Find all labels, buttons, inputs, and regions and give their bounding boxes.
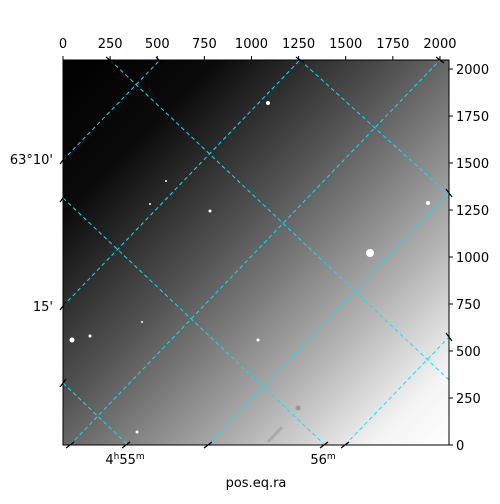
y-tick-label: 250 xyxy=(456,392,481,407)
number: 55 xyxy=(119,453,136,468)
stars xyxy=(69,101,430,434)
y-tick-label: 1750 xyxy=(456,110,489,125)
x-tick-label: 500 xyxy=(145,37,170,52)
unit: m xyxy=(327,452,336,462)
x-tick-label: 1750 xyxy=(376,37,409,52)
x-tick-label: 750 xyxy=(192,37,217,52)
number: 4 xyxy=(105,453,113,468)
unit: m xyxy=(136,452,145,462)
y-tick-label: 2000 xyxy=(456,63,489,78)
coordinate-grid xyxy=(63,60,449,445)
y-tick-label: 750 xyxy=(456,298,481,313)
y-tick-label: 500 xyxy=(456,345,481,360)
frame xyxy=(62,59,450,446)
y-tick-label: 1000 xyxy=(456,251,489,266)
x-tick-label: 1000 xyxy=(235,37,268,52)
unit: h xyxy=(114,452,120,462)
x-tick-label: 250 xyxy=(98,37,123,52)
ra-tick-label: 4h55m xyxy=(105,452,144,468)
y-tick-label: 0 xyxy=(456,439,464,454)
dec-tick-label: 63°10' xyxy=(10,153,53,168)
ra-tick-label: 56m xyxy=(310,452,335,468)
x-tick-label: 0 xyxy=(59,37,67,52)
x-tick-label: 1500 xyxy=(329,37,362,52)
y-tick-label: 1500 xyxy=(456,157,489,172)
x-tick-label: 1250 xyxy=(282,37,315,52)
sky-image xyxy=(63,60,449,445)
number: 56 xyxy=(310,453,327,468)
streak xyxy=(266,425,284,444)
x-tick-label: 2000 xyxy=(423,37,456,52)
x-axis-label: pos.eq.ra xyxy=(226,476,287,491)
dec-tick-label: 15' xyxy=(33,300,53,315)
y-tick-label: 1250 xyxy=(456,204,489,219)
